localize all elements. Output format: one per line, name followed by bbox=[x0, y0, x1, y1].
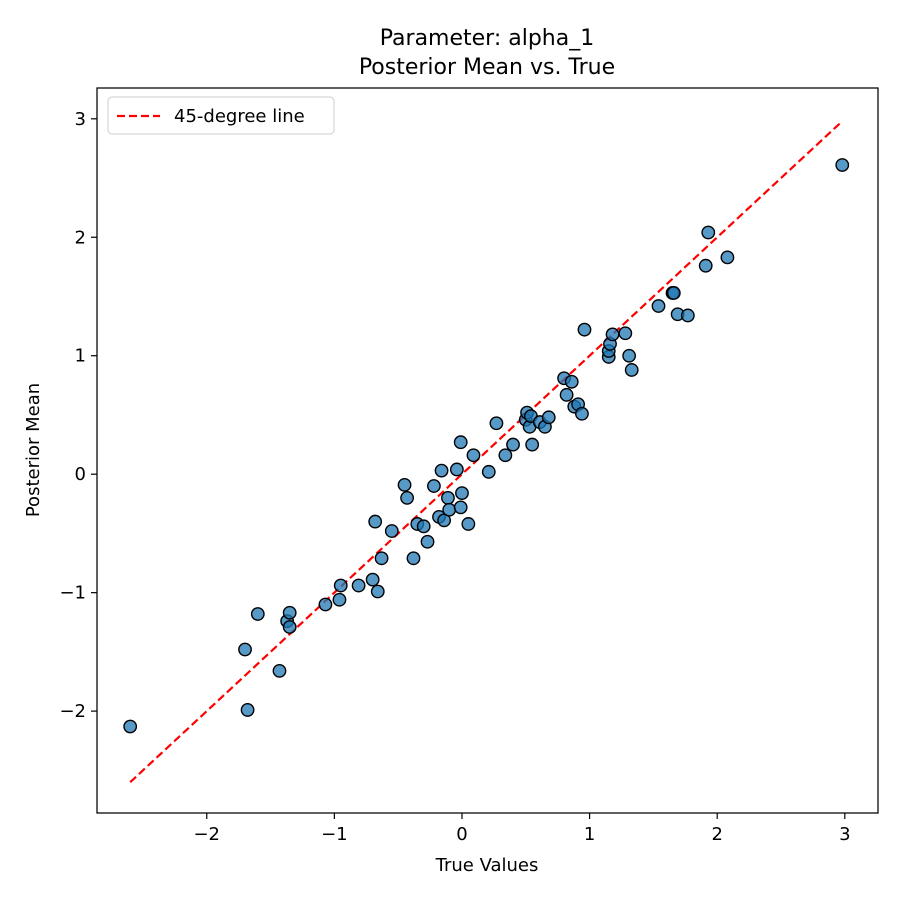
x-tick-label: −1 bbox=[321, 824, 348, 845]
chart-title-line2: Posterior Mean vs. True bbox=[359, 55, 615, 80]
x-axis-label: True Values bbox=[435, 855, 539, 876]
y-axis-ticks: −2 −1 0 1 2 3 bbox=[59, 109, 97, 722]
x-axis-ticks: −2 −1 0 1 2 3 bbox=[193, 813, 851, 845]
scatter-point bbox=[622, 348, 637, 363]
scatter-point bbox=[272, 663, 287, 678]
y-tick-label: 2 bbox=[75, 227, 86, 248]
scatter-point bbox=[406, 551, 421, 566]
scatter-point bbox=[666, 286, 681, 300]
scatter-point bbox=[238, 642, 252, 657]
scatter-point bbox=[427, 479, 441, 493]
x-tick-label: 1 bbox=[584, 824, 595, 845]
scatter-point bbox=[420, 534, 435, 549]
scatter-point bbox=[250, 607, 265, 621]
y-tick-label: 3 bbox=[75, 109, 86, 130]
reference-line-layer bbox=[129, 120, 844, 784]
scatter-point bbox=[466, 448, 481, 463]
scatter-point bbox=[368, 514, 383, 529]
scatter-point bbox=[680, 308, 695, 323]
points-layer bbox=[123, 158, 850, 734]
scatter-point bbox=[701, 225, 716, 240]
scatter-point bbox=[374, 551, 389, 566]
scatter-point bbox=[434, 463, 449, 478]
y-tick-label: −1 bbox=[59, 583, 86, 604]
plot-frame bbox=[96, 87, 879, 814]
scatter-point bbox=[384, 524, 399, 538]
scatter-point bbox=[481, 464, 496, 479]
y-axis-label: Posterior Mean bbox=[23, 383, 44, 517]
scatter-point bbox=[489, 416, 504, 431]
scatter-point bbox=[506, 437, 520, 452]
scatter-point bbox=[698, 258, 713, 273]
scatter-point bbox=[365, 572, 380, 587]
scatter-point bbox=[525, 437, 540, 452]
scatter-point bbox=[318, 597, 333, 612]
scatter-point bbox=[835, 158, 850, 172]
legend-box bbox=[107, 96, 335, 135]
scatter-point bbox=[559, 387, 574, 402]
scatter-point bbox=[498, 448, 513, 463]
x-tick-label: −2 bbox=[193, 824, 220, 845]
scatter-point bbox=[575, 406, 589, 421]
scatter-point bbox=[123, 719, 138, 734]
scatter-point bbox=[453, 435, 468, 450]
x-tick-label: 0 bbox=[456, 824, 467, 845]
scatter-point bbox=[605, 327, 620, 342]
legend-label: 45-degree line bbox=[174, 106, 305, 127]
scatter-point bbox=[397, 477, 412, 492]
x-tick-label: 3 bbox=[839, 824, 850, 845]
scatter-point bbox=[453, 500, 468, 515]
scatter-point bbox=[449, 462, 464, 477]
y-tick-label: −2 bbox=[59, 701, 86, 722]
y-tick-label: 0 bbox=[75, 464, 86, 485]
scatter-point bbox=[333, 578, 348, 593]
scatter-point bbox=[541, 410, 556, 425]
x-tick-label: 2 bbox=[711, 824, 722, 845]
scatter-point bbox=[400, 490, 415, 505]
scatter-point bbox=[441, 490, 455, 505]
chart-title-line1: Parameter: alpha_1 bbox=[380, 26, 594, 51]
scatter-point bbox=[651, 299, 666, 313]
scatter-point bbox=[282, 620, 297, 634]
scatter-point bbox=[624, 363, 639, 377]
y-tick-label: 1 bbox=[75, 346, 86, 367]
reference-line bbox=[129, 120, 844, 784]
scatter-point bbox=[416, 519, 431, 534]
scatter-point bbox=[564, 374, 579, 389]
scatter-point bbox=[577, 322, 592, 337]
scatter-point bbox=[351, 578, 366, 593]
scatter-point bbox=[282, 605, 297, 620]
scatter-point bbox=[618, 326, 633, 341]
scatter-point bbox=[455, 486, 469, 501]
legend: 45-degree line bbox=[107, 96, 335, 135]
scatter-point bbox=[240, 703, 255, 717]
scatter-point bbox=[442, 502, 457, 517]
scatter-point bbox=[370, 584, 385, 599]
scatter-point bbox=[720, 250, 735, 265]
scatter-point bbox=[332, 592, 347, 607]
scatter-point bbox=[461, 517, 476, 531]
